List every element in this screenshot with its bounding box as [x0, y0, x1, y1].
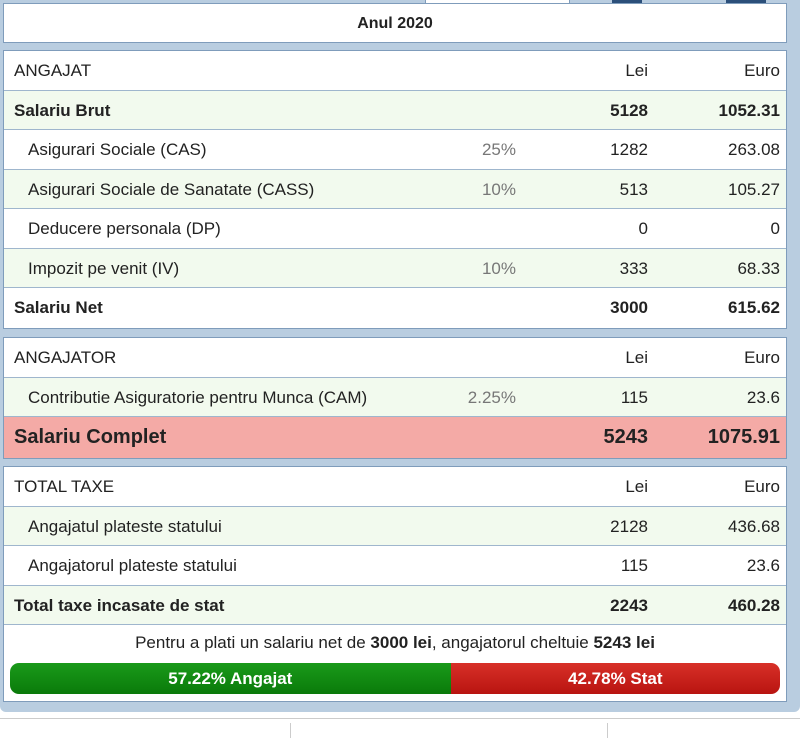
year-title: Anul 2020 [3, 3, 787, 43]
summary-text: Pentru a plati un salariu net de 3000 le… [135, 633, 655, 652]
table-row-angajat-stat: Angajatul plateste statului 2128 436.68 [4, 506, 786, 546]
divider [607, 723, 608, 738]
table-header: ANGAJAT Lei Euro [4, 51, 786, 91]
taxe-panel: TOTAL TAXE Lei Euro Angajatul plateste sta… [3, 466, 787, 702]
table-row-total-taxe: Total taxe incasate de stat 2243 460.28 [4, 585, 786, 625]
divider [290, 723, 291, 738]
table-row-angajator-stat: Angajatorul plateste statului 115 23.6 [4, 546, 786, 586]
table-header: ANGAJATOR Lei Euro [4, 338, 786, 378]
angajat-panel: ANGAJAT Lei Euro Salariu Brut 5128 1052.31 A… [3, 50, 787, 329]
angajator-panel: ANGAJATOR Lei Euro Contributie Asiguratori… [3, 337, 787, 459]
table-row-brut: Salariu Brut 5128 1052.31 [4, 90, 786, 130]
calculator-frame: Anul 2020 ANGAJAT Lei Euro Salariu Brut 512… [0, 0, 800, 712]
angajat-share: 57.22% Angajat [10, 663, 451, 694]
button-edge[interactable] [726, 0, 766, 3]
table-row-iv: Impozit pe venit (IV) 10% 333 68.33 [4, 248, 786, 288]
table-row-net: Salariu Net 3000 615.62 [14, 298, 780, 317]
table-row-dp: Deducere personala (DP) 0 0 [4, 209, 786, 249]
table-row-salariu-complet: Salariu Complet 5243 1075.91 [4, 417, 786, 458]
table-row-cam: Contributie Asiguratorie pentru Munca (C… [4, 377, 786, 417]
table-row-cas: Asigurari Sociale (CAS) 25% 1282 263.08 [4, 130, 786, 170]
stat-share: 42.78% Stat [450, 663, 780, 694]
split-bar: 57.22% Angajat 42.78% Stat [10, 663, 780, 694]
bottom-strip [0, 718, 800, 738]
button-edge[interactable] [612, 0, 642, 3]
table-row-cass: Asigurari Sociale de Sanatate (CASS) 10% 5… [4, 169, 786, 209]
table-header: TOTAL TAXE Lei Euro [4, 467, 786, 507]
